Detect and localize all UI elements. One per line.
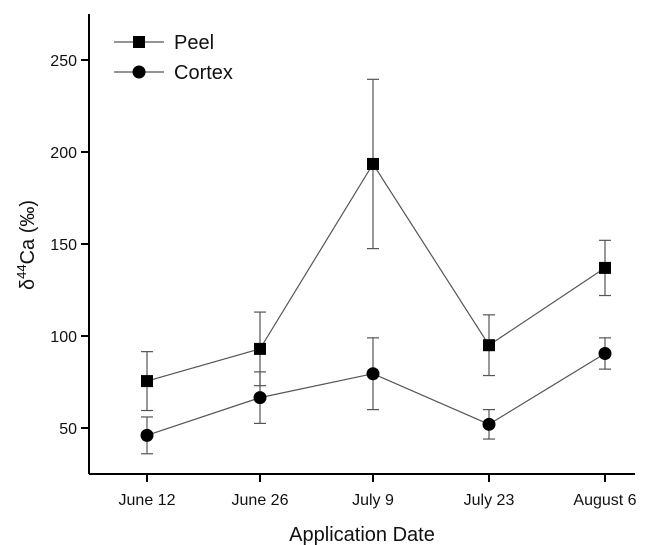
point-cortex-3 — [482, 417, 496, 431]
axis-labels: Application Date δ44Ca (‰) — [14, 200, 435, 545]
point-cortex-1 — [253, 391, 267, 405]
point-cortex-2 — [366, 367, 380, 381]
point-peel-4 — [599, 261, 611, 274]
legend-label-peel: Peel — [174, 32, 214, 54]
y-axis-title-superscript: 44 — [14, 264, 29, 278]
legend-marker-peel — [133, 36, 145, 48]
legend-item-cortex: Cortex — [114, 62, 233, 84]
y-tick-label-100: 100 — [50, 329, 77, 346]
y-tick-label-50: 50 — [59, 421, 77, 438]
point-peel-3 — [483, 339, 495, 352]
point-cortex-4 — [598, 346, 612, 360]
x-tick-label-0: June 12 — [119, 492, 176, 509]
y-axis-title-main: Ca (‰) — [17, 200, 39, 264]
point-peel-2 — [367, 157, 379, 170]
x-tick-label-4: August 6 — [573, 492, 636, 509]
legend: Peel Cortex — [114, 32, 233, 84]
legend-item-peel: Peel — [114, 32, 214, 54]
x-axis-title: Application Date — [289, 524, 435, 545]
series-peel — [141, 78, 611, 412]
plot-layer — [140, 78, 612, 455]
series-cortex — [140, 337, 612, 455]
y-tick-label-200: 200 — [50, 145, 77, 162]
x-tick-label-3: July 23 — [464, 492, 515, 509]
x-tick-label-1: June 26 — [232, 492, 289, 509]
x-tick-label-2: July 9 — [352, 492, 394, 509]
point-peel-1 — [254, 342, 266, 355]
axes-layer: 50 100 150 200 250 June 12 June 26 July 9 July 2… — [50, 14, 637, 509]
point-peel-0 — [141, 375, 153, 388]
y-axis-title: δ44Ca (‰) — [14, 200, 39, 290]
y-tick-label-250: 250 — [50, 53, 77, 70]
series-line-peel — [146, 162, 606, 382]
y-tick-label-150: 150 — [50, 237, 77, 254]
legend-label-cortex: Cortex — [174, 62, 233, 84]
y-axis-title-prefix: δ — [17, 279, 39, 290]
legend-marker-cortex — [132, 65, 146, 79]
series-line-cortex — [146, 352, 606, 436]
point-cortex-0 — [140, 428, 154, 442]
